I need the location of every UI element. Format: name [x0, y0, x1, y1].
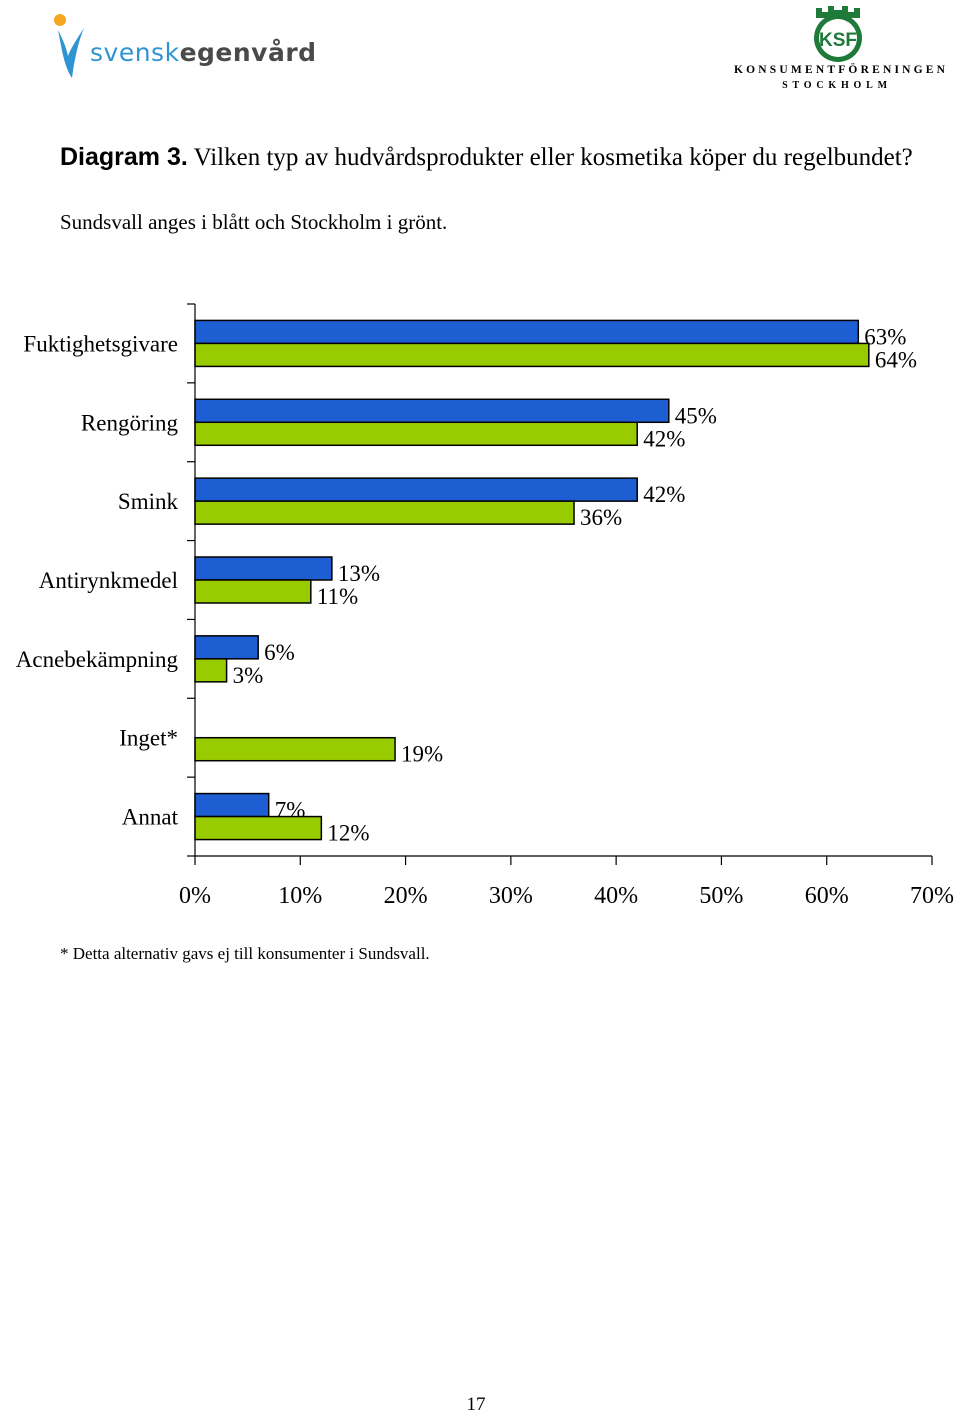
- category-label: Smink: [118, 489, 179, 514]
- bar-sundsvall: [194, 398, 670, 424]
- konsumentforeningen-logo: KSF KONSUMENTFÖRENINGEN STOCKHOLM: [734, 2, 949, 94]
- x-tick-label: 40%: [594, 883, 638, 909]
- bar-sundsvall: [194, 319, 860, 345]
- figure-icon: [54, 14, 84, 78]
- data-label: 3%: [233, 663, 264, 688]
- org-name-line1: KONSUMENTFÖRENINGEN: [734, 64, 949, 76]
- bar-sundsvall: [194, 477, 638, 502]
- data-label: 42%: [643, 426, 685, 451]
- x-tick-label: 0%: [179, 883, 211, 909]
- bar-chart: 0% 10% 20% 30% 40% 50% 60% 70% Fuktighetsgivare 6…: [16, 303, 954, 909]
- diagram-subtitle: Sundsvall anges i blått och Stockholm i …: [60, 210, 448, 234]
- bar-stockholm: [194, 579, 312, 604]
- bar-stockholm: [194, 736, 396, 762]
- category-label: Acnebekämpning: [16, 647, 179, 672]
- data-label: 63%: [864, 324, 906, 349]
- data-label: 6%: [264, 640, 295, 665]
- data-label: 11%: [317, 584, 358, 609]
- category-label: Rengöring: [81, 410, 179, 435]
- data-label: 45%: [675, 403, 717, 428]
- logo-text-part1: svensk: [90, 38, 180, 67]
- data-label: 12%: [327, 821, 369, 846]
- category-label: Inget*: [119, 726, 178, 751]
- data-label: 13%: [338, 561, 380, 586]
- data-label: 42%: [643, 482, 685, 507]
- diagram-question: Vilken typ av hudvårdsprodukter eller ko…: [193, 144, 913, 171]
- diagram-title: Diagram 3. Vilken typ av hudvårdsprodukt…: [60, 142, 920, 173]
- x-tick-label: 10%: [278, 883, 322, 909]
- footnote: * Detta alternativ gavs ej till konsumen…: [60, 944, 430, 963]
- org-name-line2: STOCKHOLM: [782, 80, 892, 91]
- bar-stockholm: [194, 421, 638, 447]
- ksf-emblem-icon: KSF: [814, 6, 862, 62]
- x-tick-label: 60%: [805, 883, 849, 909]
- data-label: 36%: [580, 505, 622, 530]
- category-label: Antirynkmedel: [39, 568, 178, 593]
- data-label: 64%: [875, 347, 917, 372]
- logo-text-part2: egenvård: [179, 38, 317, 67]
- svenskegenvard-wordmark: svenskegenvård: [90, 38, 317, 67]
- category-label: Annat: [122, 805, 179, 830]
- bar-stockholm: [194, 658, 228, 683]
- ksf-monogram: KSF: [819, 30, 857, 51]
- bar-stockholm: [194, 342, 870, 368]
- svenskegenvard-logo: svenskegenvård: [50, 10, 320, 82]
- x-tick-label: 50%: [699, 883, 743, 909]
- data-label: 19%: [401, 742, 443, 767]
- bar-stockholm: [194, 815, 323, 841]
- category-label: Fuktighetsgivare: [23, 331, 178, 356]
- x-tick-label: 20%: [384, 883, 428, 909]
- bar-sundsvall: [194, 556, 333, 581]
- bar-sundsvall: [194, 792, 270, 818]
- x-tick-label: 70%: [910, 883, 954, 909]
- bar-sundsvall: [194, 635, 259, 660]
- x-tick-label: 30%: [489, 883, 533, 909]
- bar-stockholm: [194, 500, 575, 525]
- diagram-number: Diagram 3.: [60, 143, 188, 171]
- page-number: 17: [466, 1394, 486, 1415]
